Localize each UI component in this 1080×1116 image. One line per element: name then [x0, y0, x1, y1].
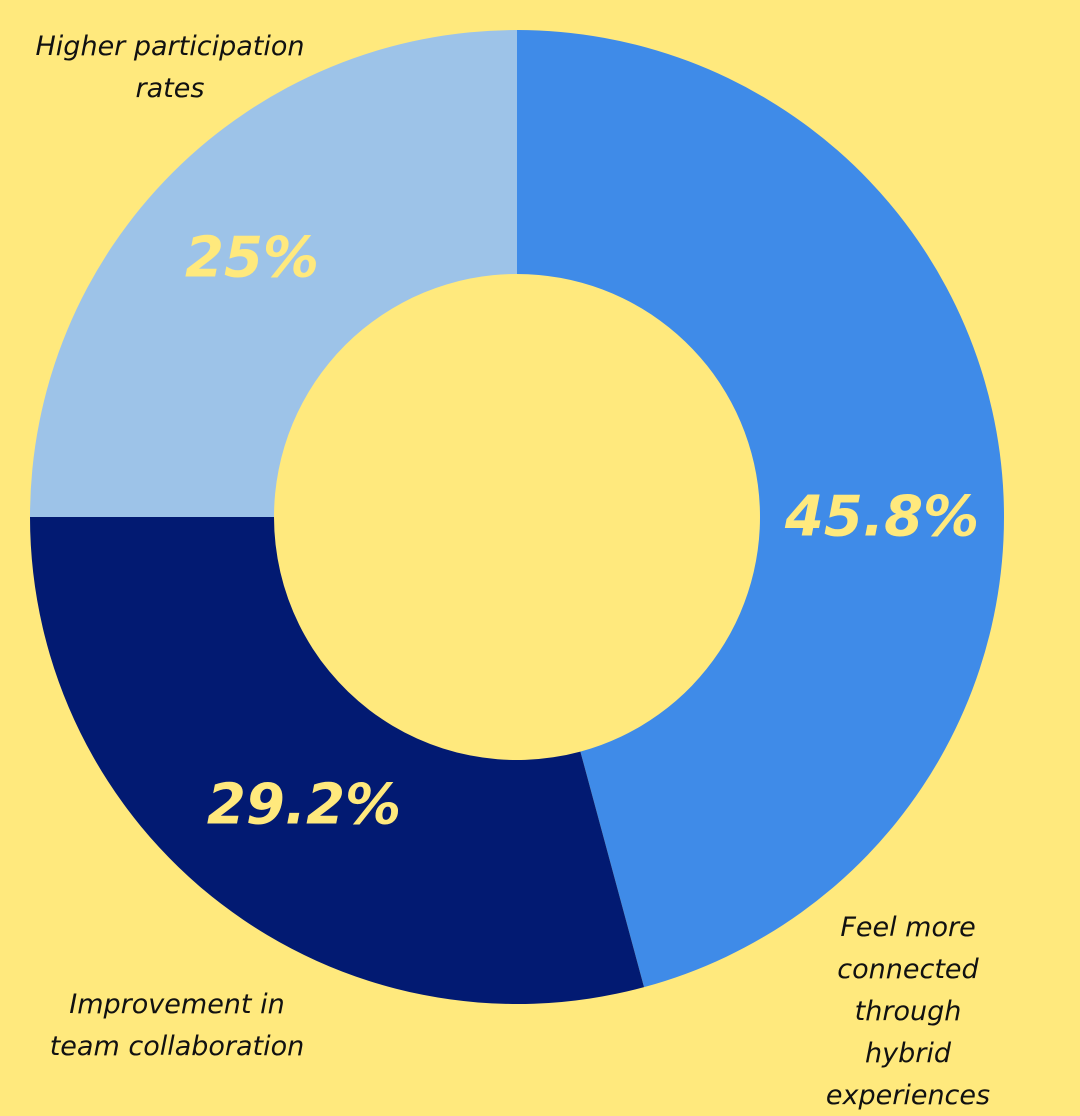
value-label: 29.2% [206, 772, 402, 838]
category-label: Feel more connected through hybrid exper… [825, 912, 991, 1111]
donut-segment [30, 30, 517, 517]
value-label: 25% [184, 225, 320, 291]
category-label: Higher participation rates [35, 31, 305, 104]
donut-segment [30, 517, 645, 1005]
value-label: 45.8% [784, 484, 980, 550]
donut-segment [517, 30, 1004, 988]
category-label: Improvement in team collaboration [49, 989, 305, 1062]
